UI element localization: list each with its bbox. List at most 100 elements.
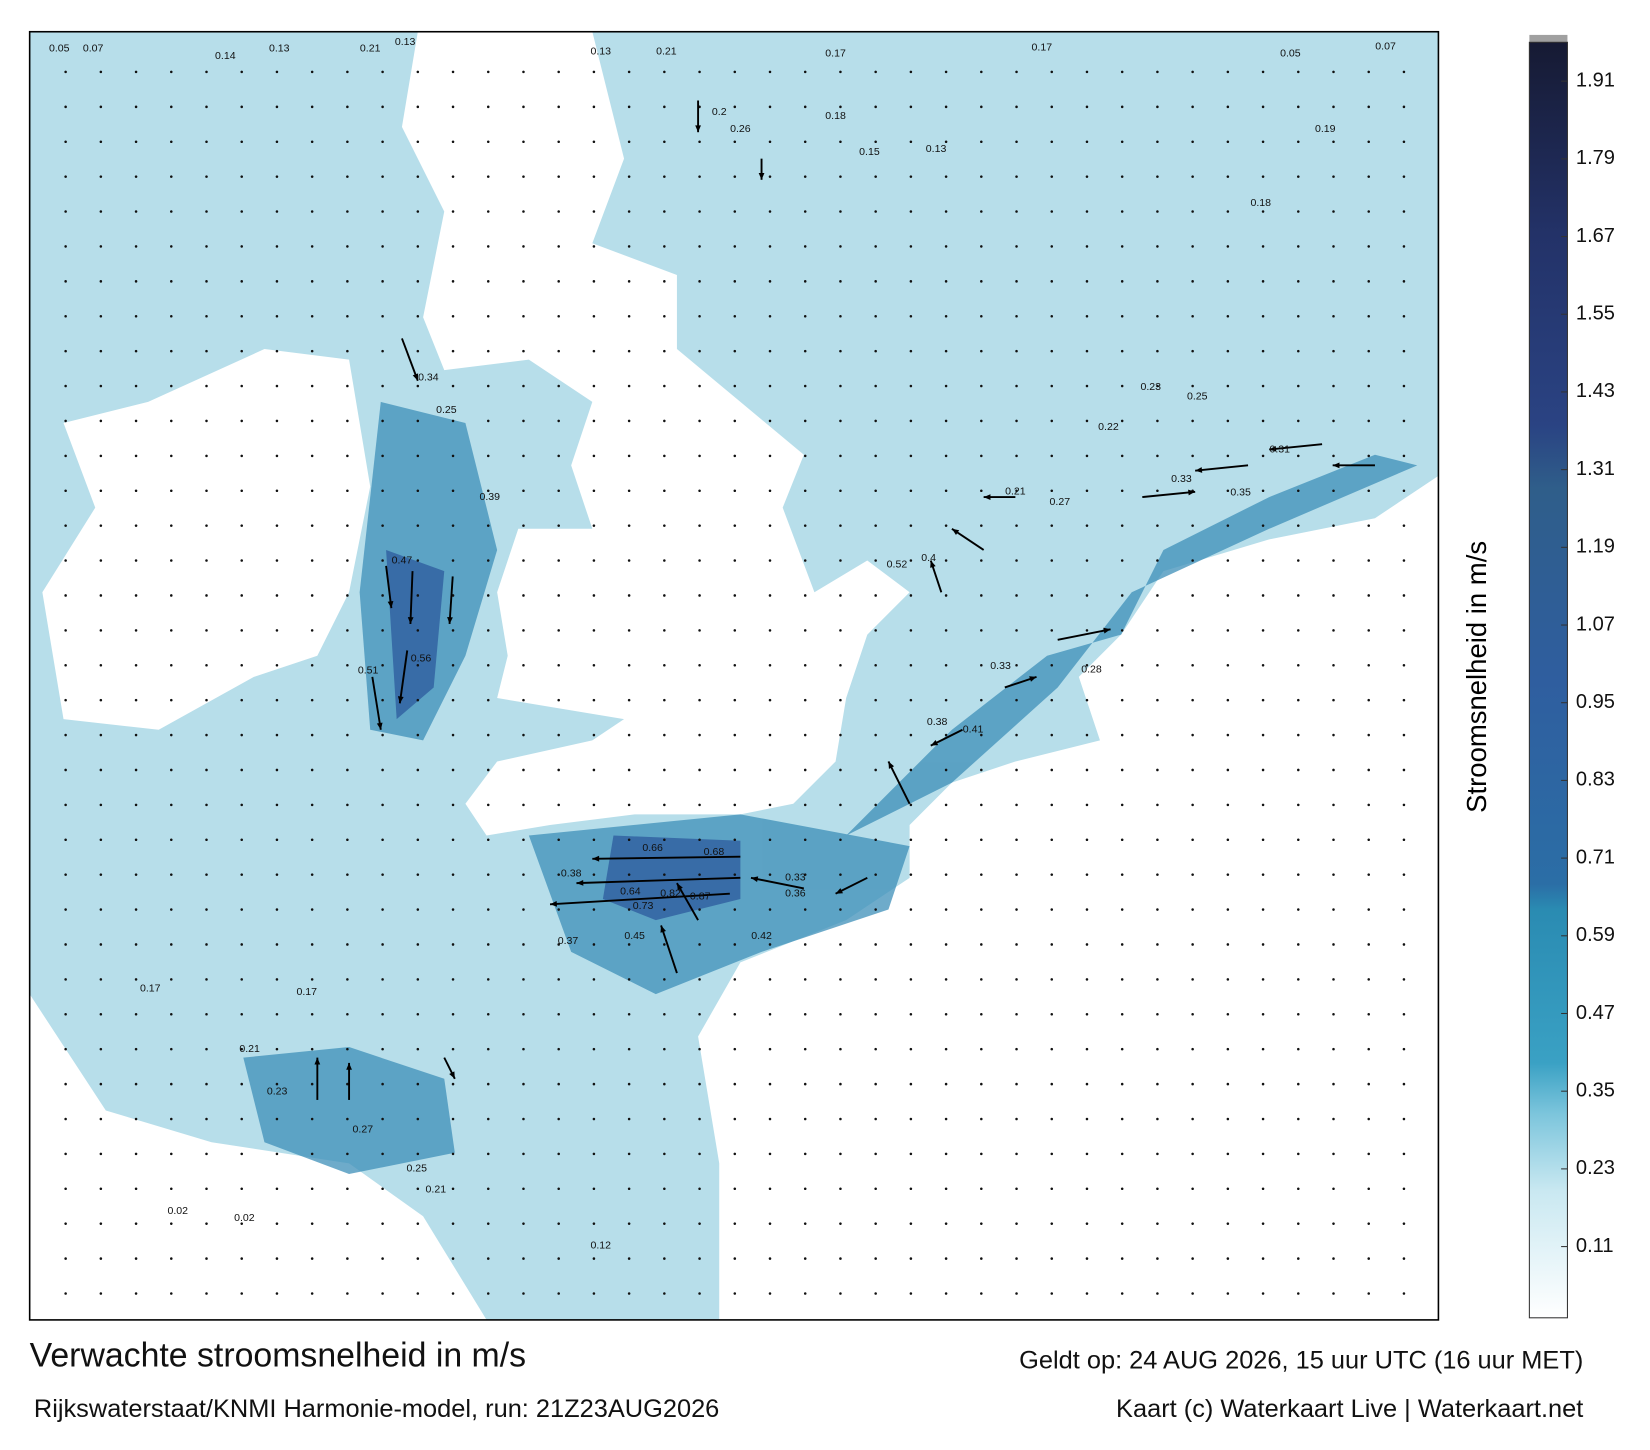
grid-dot [980,803,983,807]
grid-dot [1261,384,1265,388]
grid-dot [310,1047,314,1051]
grid-dot [1297,1292,1300,1295]
grid-dot [1085,384,1089,388]
grid-dot [1332,245,1335,248]
grid-dot [557,908,560,911]
grid-dot [240,1082,243,1086]
grid-dot [170,803,173,807]
grid-dot [698,140,701,143]
grid-dot [663,1117,666,1121]
grid-dot [1050,1292,1054,1295]
speed-label: 0.39 [479,491,500,503]
grid-dot [909,1257,913,1260]
grid-dot [592,1222,596,1225]
grid-dot [557,140,560,143]
grid-dot [64,1152,67,1156]
colorbar-tick-label: 1.07 [1576,613,1615,635]
grid-dot [557,838,560,842]
grid-dot [1191,559,1194,562]
grid-dot [1120,1152,1124,1156]
grid-dot [1191,629,1194,632]
grid-dot [240,733,243,737]
grid-dot [803,1117,807,1121]
grid-dot [874,559,877,562]
speed-label: 0.12 [591,1240,612,1252]
arrow [409,571,414,625]
speed-label: 0.35 [1230,487,1251,499]
grid-dot [1332,803,1335,807]
grid-dot [1085,908,1089,911]
grid-dot [346,245,349,248]
grid-dot [310,349,314,353]
map: 0.05 0.070.140.13 0.210.130.13 0.21 0.170.17… [29,31,1439,1320]
grid-dot [803,733,807,737]
arrow [887,761,911,805]
speed-label: 0.66 [642,842,663,854]
grid-dot [346,105,349,109]
grid-dot [346,384,349,388]
grid-dot [944,489,948,493]
grid-dot [240,524,243,527]
grid-dot [1226,733,1230,737]
grid-dot [803,245,807,248]
grid-dot [1261,1082,1265,1086]
grid-dot [698,210,701,213]
grid-dot [1191,419,1194,423]
grid-dot [839,349,842,353]
arrow-head [660,925,666,933]
grid-dot [1156,663,1159,667]
grid-dot [839,698,842,702]
grid-dot [663,629,666,632]
grid-dot [346,594,349,597]
speed-label: 0.28 [1081,663,1102,675]
grid-dot [486,1292,490,1295]
grid-dot [134,140,138,143]
grid-dot [486,629,490,632]
grid-dot [205,559,208,562]
grid-dot [1015,1047,1018,1051]
grid-dot [522,1152,525,1156]
grid-dot [381,663,384,667]
grid-dot [134,245,138,248]
speed-label: 0.51 [358,664,379,676]
grid-dot [1085,70,1089,74]
arrow-head [407,617,414,624]
grid-dot [1015,489,1018,493]
grid-dot [381,943,384,946]
grid-dot [170,524,173,527]
grid-dot [1120,384,1124,388]
grid-dot [416,1012,420,1016]
grid-dot [1156,838,1159,842]
grid-dot [1367,733,1370,737]
grid-dot [1402,978,1406,981]
grid-dot [99,768,103,772]
grid-dot [663,978,666,981]
grid-dot [99,314,103,318]
grid-dot [1120,70,1124,74]
grid-dot [240,489,243,493]
colorbar-tick-label: 0.47 [1576,1002,1615,1024]
grid-dot [451,1257,455,1260]
grid-dot [592,1082,596,1086]
grid-dot [486,1257,490,1260]
grid-dot [99,733,103,737]
grid-dot [1015,768,1018,772]
grid-dot [522,698,525,702]
grid-dot [1015,873,1018,876]
grid-dot [134,1117,138,1121]
grid-dot [275,384,279,388]
grid-dot [134,1082,138,1086]
grid-dot [310,978,314,981]
speed-label: 0.22 [1098,421,1119,433]
grid-dot [803,908,807,911]
grid-dot [803,698,807,702]
grid-dot [1015,1257,1018,1260]
grid-dot [1015,1117,1018,1121]
grid-dot [310,733,314,737]
grid-dot [909,768,913,772]
grid-dot [1120,210,1124,213]
grid-dot [1332,559,1335,562]
grid-dot [1332,838,1335,842]
grid-dot [1191,943,1194,946]
